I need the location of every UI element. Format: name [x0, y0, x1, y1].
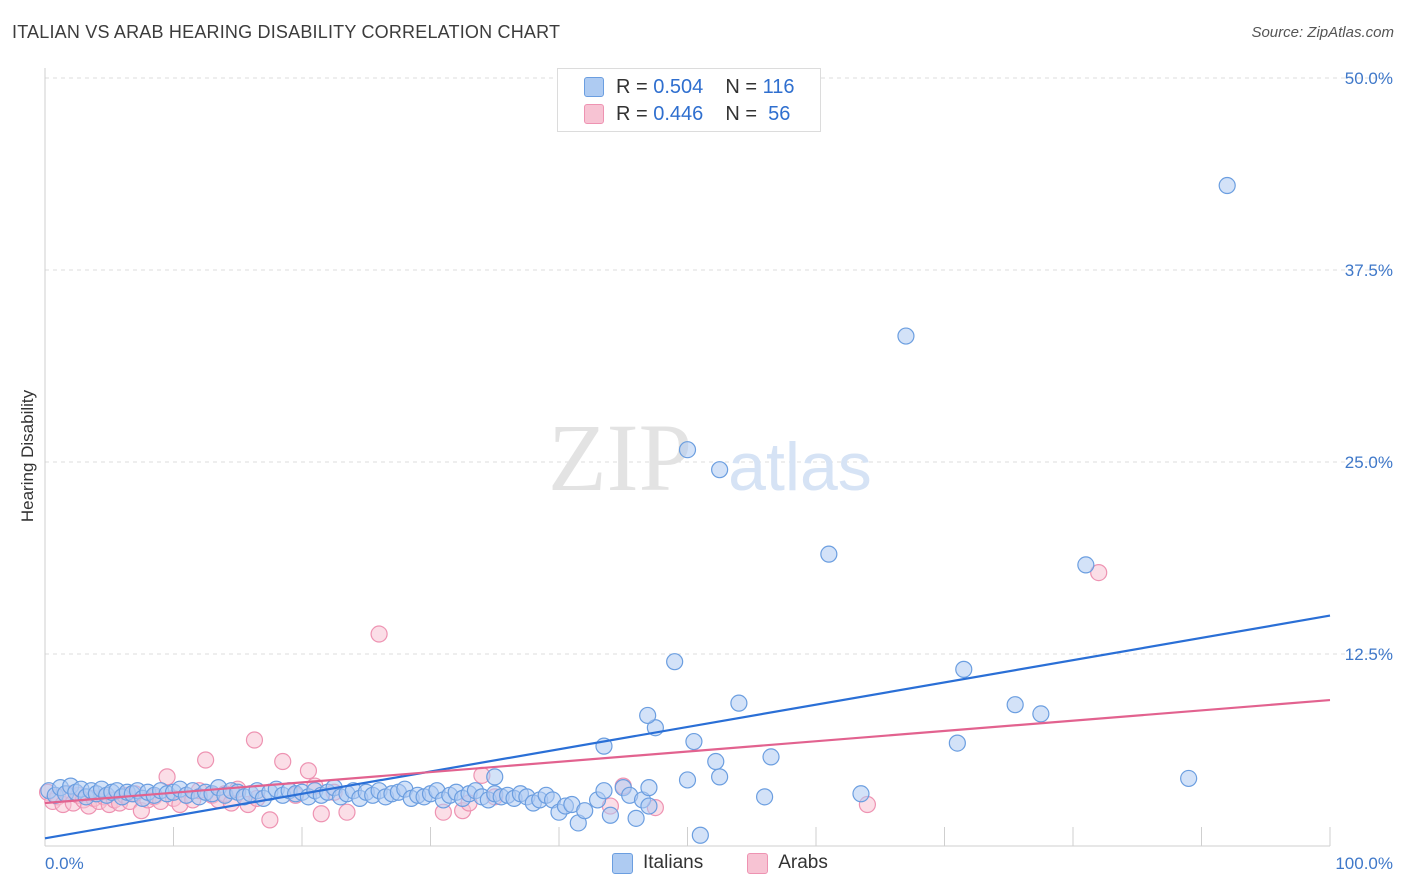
italian-point: [601, 806, 620, 824]
italian-point: [640, 797, 658, 815]
y-axis-title: Hearing Disability: [18, 389, 37, 522]
italian-point: [755, 788, 774, 806]
italians-swatch: [584, 77, 604, 97]
italian-point: [762, 748, 780, 766]
axes: [44, 68, 1331, 847]
italian-point: [685, 732, 703, 751]
arab-point: [338, 803, 356, 821]
legend-n-label: N =: [725, 102, 757, 125]
legend-n-value: 116: [762, 75, 795, 98]
arab-point: [274, 752, 292, 771]
legend-row-arabs: R = 0.446 N = 56: [584, 101, 790, 127]
italian-point: [576, 802, 594, 820]
watermark-zip: ZIP: [548, 404, 692, 511]
italian-point: [948, 734, 966, 752]
arab-point: [370, 625, 388, 643]
y-tick-label: 12.5%: [1345, 645, 1393, 664]
watermark-atlas: atlas: [728, 429, 872, 505]
watermark: ZIP atlas: [548, 404, 872, 511]
italian-point: [678, 771, 697, 789]
arab-point: [158, 768, 176, 786]
italian-point: [955, 660, 973, 678]
italian-point: [666, 653, 684, 671]
italian-point: [1180, 769, 1198, 788]
legend-r-value: 0.446: [653, 102, 704, 125]
legend-row-italians: R = 0.504 N = 116: [584, 74, 794, 100]
italian-point: [711, 461, 729, 479]
bottom-legend: Italians Arabs: [612, 852, 872, 874]
italian-point: [730, 694, 748, 712]
arabs-trend-line: [44, 698, 1331, 805]
italian-point: [595, 782, 613, 800]
chart-title: ITALIAN VS ARAB HEARING DISABILITY CORRE…: [12, 22, 561, 42]
bottom-legend-arabs: Arabs: [747, 852, 828, 874]
arab-point: [1090, 563, 1108, 582]
arab-point: [245, 731, 264, 749]
x-tick-label: 0.0%: [45, 854, 84, 873]
bottom-legend-italians: Italians: [612, 852, 703, 874]
italian-point: [897, 327, 915, 345]
italian-point: [820, 545, 838, 563]
legend-r-label: R =: [616, 102, 648, 125]
italian-point: [691, 826, 709, 844]
italians-swatch: [612, 852, 633, 874]
italian-point: [486, 768, 504, 786]
tick-labels: 12.5% 25.0% 37.5% 50.0% 0.0% 100.0%: [45, 69, 1393, 873]
legend-n-value: 56: [768, 102, 791, 125]
arab-point: [312, 805, 330, 823]
italian-point: [639, 706, 657, 725]
arabs-label: Arabs: [778, 852, 828, 873]
y-tick-label: 25.0%: [1345, 453, 1393, 472]
y-tick-label: 50.0%: [1345, 69, 1393, 88]
arab-point: [261, 811, 279, 829]
trend-lines: [44, 614, 1331, 840]
italians-series: [40, 176, 1236, 844]
legend: R = 0.504 N = 116 R = 0.446 N = 56: [557, 68, 821, 132]
arabs-swatch: [747, 852, 769, 874]
italian-point: [627, 809, 645, 827]
italian-point: [707, 752, 725, 771]
legend-r-label: R =: [616, 75, 648, 98]
italian-point: [1032, 705, 1050, 723]
italian-point: [678, 441, 697, 459]
italian-point: [711, 768, 729, 786]
x-tick-label: 100.0%: [1335, 854, 1393, 873]
legend-n-label: N =: [725, 75, 757, 98]
italian-point: [1077, 556, 1095, 574]
italian-point: [640, 779, 658, 797]
gridlines: [45, 77, 1390, 655]
italians-trend-line: [44, 614, 1331, 840]
arabs-swatch: [584, 104, 604, 124]
italians-label: Italians: [643, 852, 704, 873]
arab-point: [197, 751, 215, 769]
source-label: Source: ZipAtlas.com: [1251, 24, 1394, 41]
legend-r-value: 0.504: [653, 75, 704, 98]
italian-point: [852, 785, 870, 803]
italian-point: [1006, 696, 1024, 714]
italian-point: [1218, 176, 1236, 195]
arab-point: [299, 762, 318, 780]
y-tick-label: 37.5%: [1345, 261, 1393, 280]
